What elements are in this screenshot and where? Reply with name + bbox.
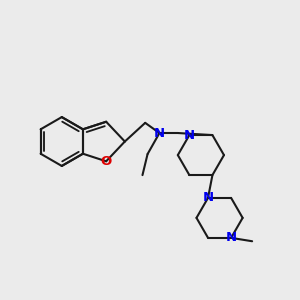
Text: N: N (202, 191, 214, 204)
Text: N: N (184, 129, 195, 142)
Text: O: O (100, 155, 112, 168)
Text: N: N (226, 231, 237, 244)
Text: N: N (154, 127, 165, 140)
